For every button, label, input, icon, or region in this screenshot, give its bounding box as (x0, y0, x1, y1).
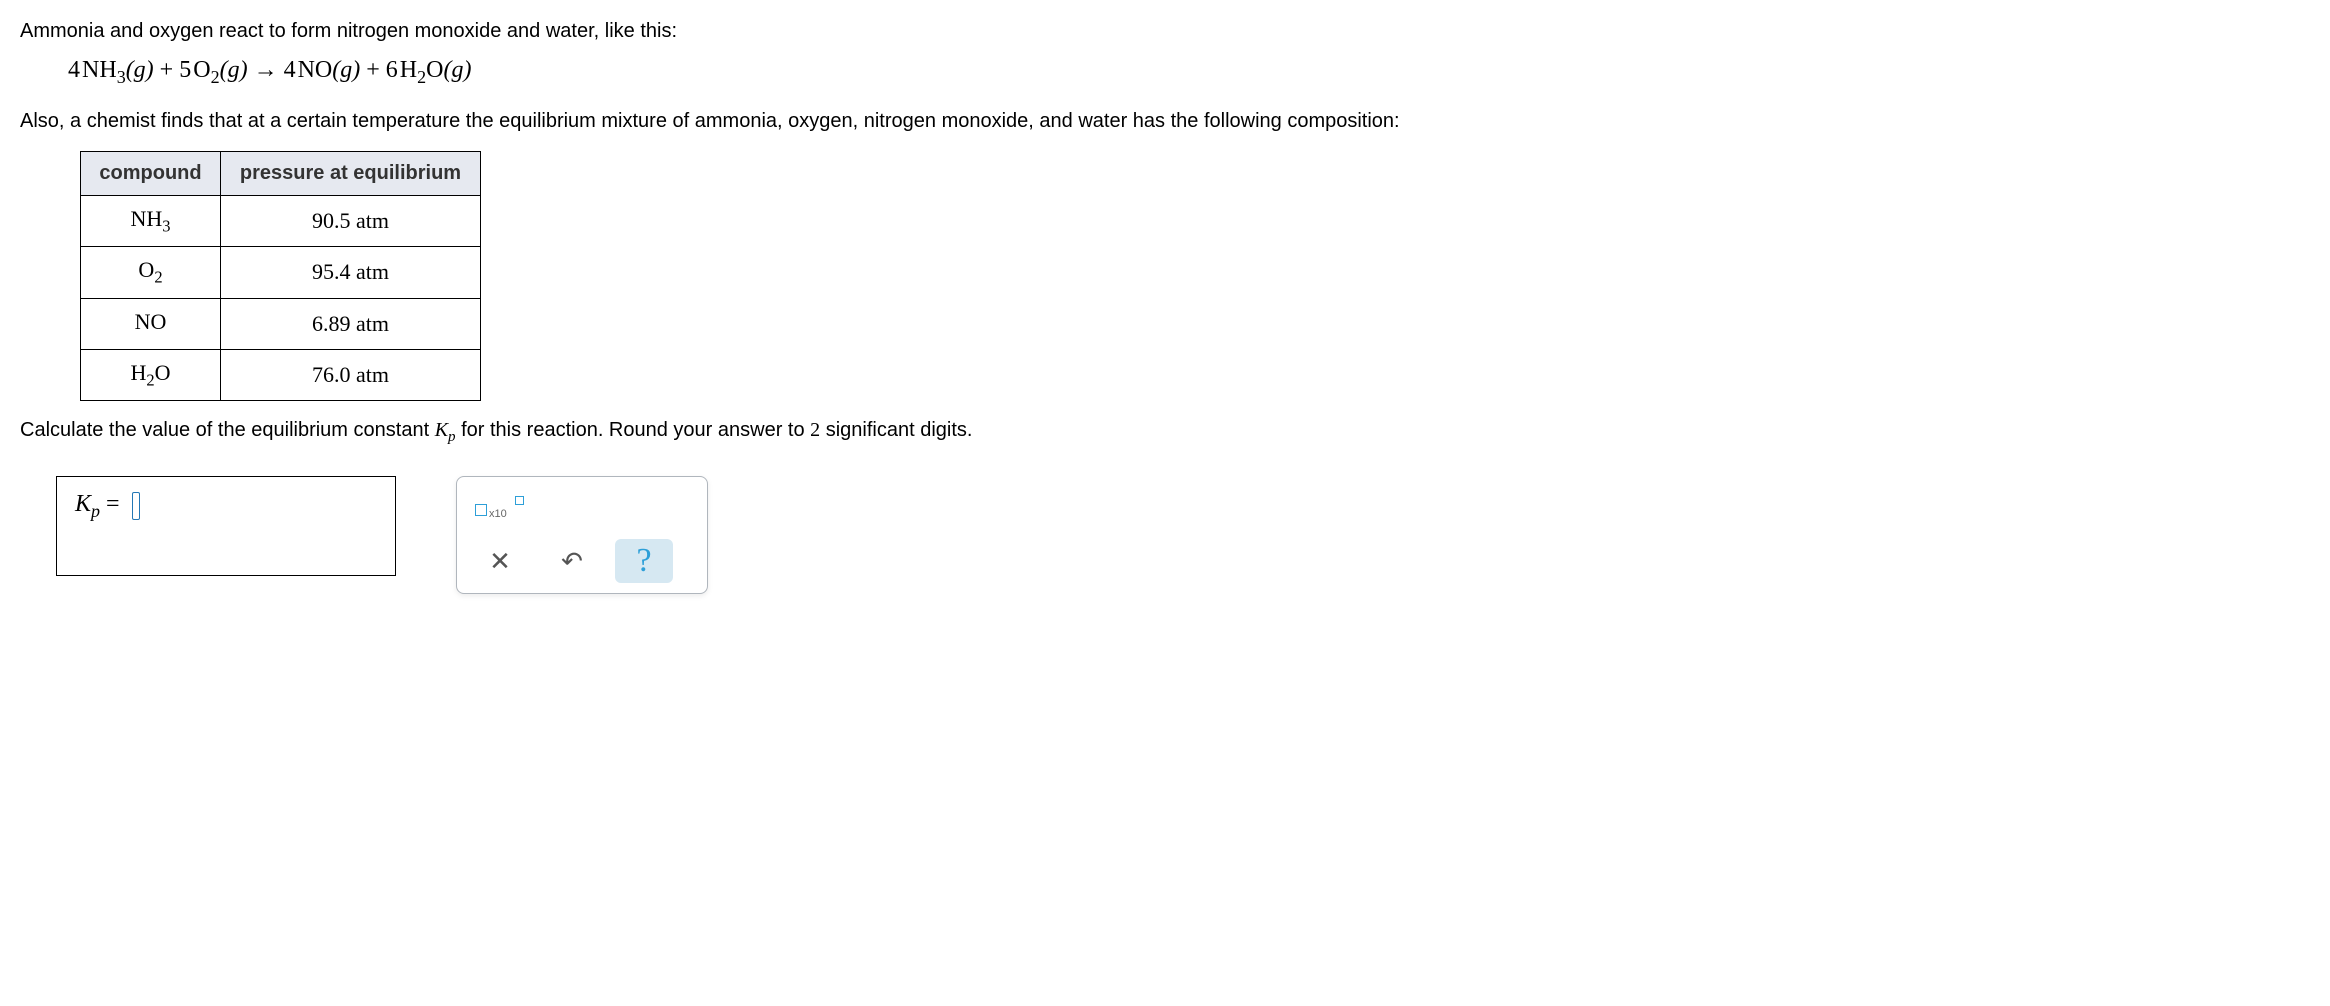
equation: 4 NH3(g) + 5 O2(g) → 4 NO(g) + 6 H2O(g) (68, 57, 2310, 88)
placeholder-box-icon (475, 504, 487, 516)
col-pressure: pressure at equilibrium (221, 151, 481, 195)
help-button[interactable]: ? (615, 539, 673, 583)
sub2: 2 (211, 67, 220, 87)
sub1: 3 (117, 67, 126, 87)
coef3: 4 (284, 57, 296, 83)
cell-sub: 3 (162, 216, 170, 235)
species1: NH (82, 57, 117, 83)
intro-text-1: Ammonia and oxygen react to form nitroge… (20, 20, 2310, 43)
help-icon: ? (636, 542, 651, 580)
data-table: compound pressure at equilibrium NH3 90.… (80, 151, 481, 402)
calc-text: significant digits. (820, 419, 972, 441)
answer-box: Kp = (56, 476, 396, 576)
answer-eq: = (100, 491, 126, 517)
calc-prompt: Calculate the value of the equilibrium c… (20, 419, 2310, 446)
cell-compound: O (138, 257, 154, 282)
intro-text-2: Also, a chemist finds that at a certain … (20, 110, 2310, 133)
cell-compound: NO (135, 309, 167, 334)
clear-button[interactable]: ✕ (471, 539, 529, 583)
cell-pressure: 6.89 atm (221, 298, 481, 349)
x-icon: ✕ (489, 546, 511, 577)
cell-post: O (155, 360, 171, 385)
species4b: O (426, 57, 443, 83)
coef4: 6 (386, 57, 398, 83)
cell-pressure: 90.5 atm (221, 195, 481, 246)
cell-compound: H (130, 360, 146, 385)
phase3: (g) (332, 57, 360, 83)
table-row: O2 95.4 atm (81, 247, 481, 298)
answer-input[interactable] (132, 492, 140, 520)
answer-p: p (91, 501, 100, 521)
phase1: (g) (126, 57, 154, 83)
coef1: 4 (68, 57, 80, 83)
cell-sub: 2 (146, 370, 154, 389)
cell-compound: NH (130, 206, 162, 231)
table-row: NH3 90.5 atm (81, 195, 481, 246)
plus1: + (154, 57, 180, 83)
sci-notation-button[interactable]: x10 (471, 489, 693, 531)
phase2: (g) (220, 57, 248, 83)
coef2: 5 (179, 57, 191, 83)
cell-pressure: 95.4 atm (221, 247, 481, 298)
calc-text: for this reaction. Round your answer to (456, 419, 811, 441)
species4a: H (400, 57, 417, 83)
cell-pressure: 76.0 atm (221, 349, 481, 400)
toolbox: x10 ✕ ↶ ? (456, 476, 708, 594)
cell-sub: 2 (154, 268, 162, 287)
plus2: + (360, 57, 386, 83)
undo-icon: ↶ (561, 546, 583, 577)
phase4: (g) (443, 57, 471, 83)
sub4: 2 (417, 67, 426, 87)
answer-k: K (75, 491, 91, 517)
sig-digits: 2 (810, 419, 820, 441)
p-subscript: p (448, 429, 456, 445)
table-row: H2O 76.0 atm (81, 349, 481, 400)
col-compound: compound (81, 151, 221, 195)
undo-button[interactable]: ↶ (543, 539, 601, 583)
species3: NO (298, 57, 333, 83)
calc-text: Calculate the value of the equilibrium c… (20, 419, 435, 441)
species2: O (193, 57, 210, 83)
table-row: NO 6.89 atm (81, 298, 481, 349)
exponent-box-icon (515, 496, 524, 505)
arrow: → (248, 57, 284, 83)
k-symbol: K (435, 419, 448, 441)
x10-label: x10 (489, 508, 507, 520)
